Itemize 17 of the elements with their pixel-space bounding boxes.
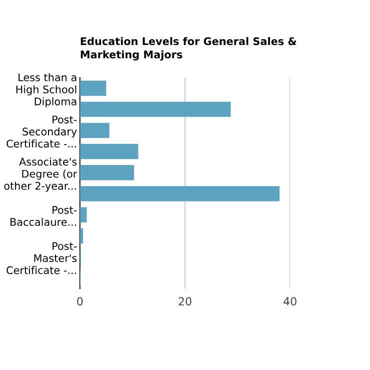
y-tick-label: Associate's Degree (or other 2-year... bbox=[4, 158, 78, 192]
bar bbox=[80, 80, 106, 96]
x-tick-label: 20 bbox=[178, 297, 192, 306]
bar bbox=[80, 207, 87, 222]
y-tick-label: Post- Master's Certificate -... bbox=[6, 242, 77, 274]
y-tick-label: Post- Baccalaure... bbox=[10, 206, 77, 226]
y-tick-label: Post- Secondary Certificate -... bbox=[6, 116, 77, 148]
bar bbox=[80, 122, 110, 138]
chart-title: Education Levels for General Sales & Marketing Majors bbox=[80, 37, 296, 61]
bar bbox=[80, 144, 138, 160]
y-tick-label: Less than a High School Diploma bbox=[16, 73, 76, 108]
bar bbox=[80, 228, 84, 244]
x-tick-label: 0 bbox=[77, 297, 83, 306]
bar bbox=[80, 165, 134, 180]
x-tick-label: 40 bbox=[284, 297, 296, 306]
bar bbox=[80, 186, 280, 202]
bar bbox=[80, 102, 231, 117]
